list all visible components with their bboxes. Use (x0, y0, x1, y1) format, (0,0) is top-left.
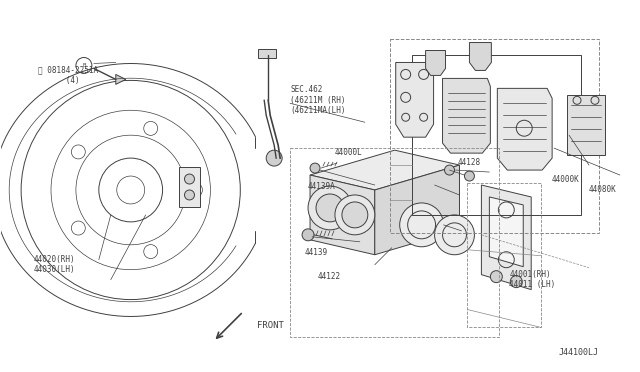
Text: Ⓑ 08184-2251A
      (4): Ⓑ 08184-2251A (4) (38, 65, 98, 85)
Circle shape (308, 186, 352, 230)
Circle shape (400, 203, 444, 247)
Polygon shape (481, 185, 531, 290)
Circle shape (445, 165, 454, 175)
Polygon shape (375, 165, 460, 255)
Bar (290, 148, 499, 337)
Polygon shape (469, 42, 492, 70)
Text: 44139: 44139 (305, 248, 328, 257)
Text: 44122: 44122 (318, 272, 341, 281)
Polygon shape (497, 89, 552, 170)
Text: 44020(RH)
44030(LH): 44020(RH) 44030(LH) (34, 255, 76, 274)
Polygon shape (396, 62, 433, 137)
Circle shape (465, 171, 474, 181)
Circle shape (310, 163, 320, 173)
Text: 44000L: 44000L (335, 148, 363, 157)
Text: 44139A: 44139A (308, 182, 336, 191)
Polygon shape (426, 51, 445, 76)
Polygon shape (490, 197, 524, 267)
Circle shape (316, 194, 344, 222)
Polygon shape (179, 167, 200, 207)
Text: J44100LJ: J44100LJ (559, 348, 599, 357)
Bar (412, 55, 581, 215)
Text: 44000K: 44000K (551, 175, 579, 184)
Polygon shape (442, 78, 490, 153)
Text: 44128: 44128 (458, 158, 481, 167)
Circle shape (335, 195, 375, 235)
Polygon shape (567, 95, 605, 155)
Bar (390, 39, 599, 233)
Circle shape (342, 202, 368, 228)
Circle shape (184, 190, 195, 200)
Circle shape (490, 271, 502, 283)
Text: 44001(RH)
44011 (LH): 44001(RH) 44011 (LH) (509, 270, 556, 289)
Circle shape (510, 276, 522, 288)
Polygon shape (116, 74, 125, 84)
Circle shape (302, 229, 314, 241)
Polygon shape (310, 175, 375, 255)
Circle shape (435, 215, 474, 255)
Bar (258, 48, 276, 58)
Circle shape (184, 174, 195, 184)
Text: FRONT: FRONT (257, 321, 284, 330)
Text: 44080K: 44080K (589, 185, 617, 194)
Circle shape (266, 150, 282, 166)
Polygon shape (310, 150, 460, 190)
Text: B: B (82, 63, 86, 68)
Text: SEC.462
(46211M (RH)
(46211MA(LH): SEC.462 (46211M (RH) (46211MA(LH) (290, 86, 346, 115)
Bar (467, 183, 541, 327)
